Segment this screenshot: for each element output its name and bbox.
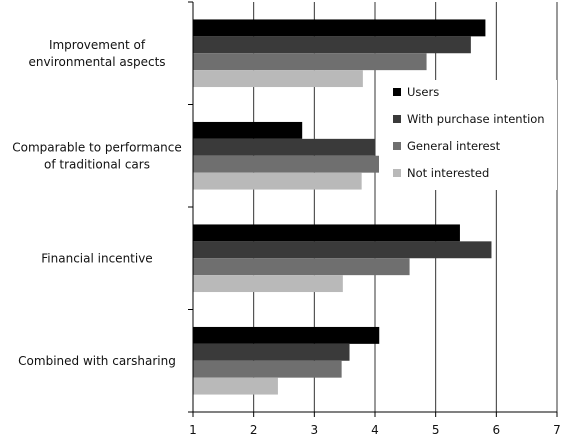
bar-users-0 [193,19,486,37]
bar-users-3 [193,326,380,344]
legend-label: Users [407,85,439,99]
category-labels: Improvement of environmental aspects Compa… [12,38,182,368]
category-label-line: Combined with carsharing [18,354,176,368]
legend-label: With purchase intention [407,112,545,126]
legend-swatch [393,115,401,123]
bar-not-interested-0 [193,70,363,88]
bar-with-purchase-intention-2 [193,241,492,259]
category-label: Comparable to performance of traditional … [12,140,182,171]
bar-general-interest-2 [193,258,410,276]
x-tick-label: 6 [493,423,501,437]
x-tick-label: 1 [189,423,197,437]
axes [188,1,558,417]
legend-swatch [393,169,401,177]
bar-general-interest-3 [193,360,342,378]
category-label: Improvement of environmental aspects [28,38,165,69]
bar-not-interested-2 [193,275,343,293]
category-label-line: Comparable to performance [12,140,182,154]
bar-general-interest-0 [193,53,427,71]
category-label-line: Financial incentive [41,251,152,265]
legend: Users With purchase intention General inte… [379,80,557,190]
bar-general-interest-1 [193,155,386,173]
category-label: Combined with carsharing [18,354,176,368]
legend-background [379,80,557,190]
legend-swatch [393,142,401,150]
bar-with-purchase-intention-1 [193,138,375,156]
x-tick-label: 4 [371,423,379,437]
bar-with-purchase-intention-0 [193,36,471,54]
bar-not-interested-1 [193,172,362,190]
x-tick-label: 5 [432,423,440,437]
bar-not-interested-3 [193,377,278,395]
bar-users-1 [193,121,303,139]
category-label-line: of traditional cars [44,157,150,171]
category-label: Financial incentive [41,251,152,265]
category-label-line: Improvement of [49,38,146,52]
x-tick-label: 7 [553,423,561,437]
bar-with-purchase-intention-3 [193,343,350,361]
x-tick-label: 3 [311,423,319,437]
legend-label: Not interested [407,166,489,180]
tick-labels: 1 2 3 4 5 6 7 [189,423,561,437]
bar-users-2 [193,224,460,242]
legend-label: General interest [407,139,501,153]
category-label-line: environmental aspects [28,55,165,69]
bars [193,19,492,395]
x-tick-label: 2 [250,423,258,437]
legend-swatch [393,88,401,96]
